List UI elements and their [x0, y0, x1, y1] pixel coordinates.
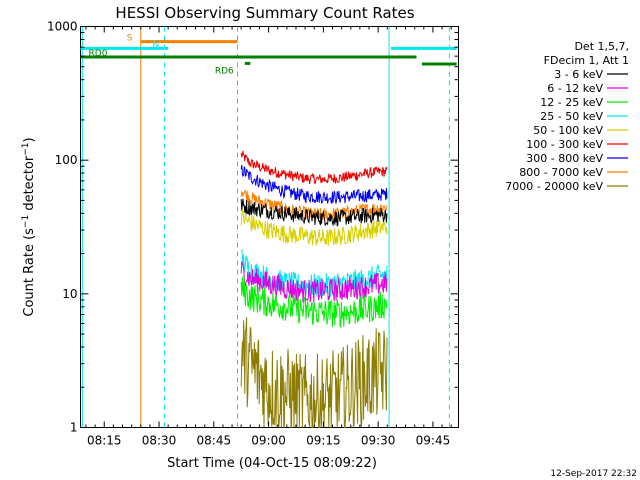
y-axis-label-sup-1: −1 [21, 215, 31, 228]
x-tick-label: 09:30 [361, 434, 396, 448]
axis-ticks: 08:15 08:30 08:45 09:00 09:15 09:30 09:45 1 10 10… [47, 20, 459, 448]
y-axis-label-end: ) [22, 137, 37, 142]
legend-entry-label: 3 - 6 keV [554, 68, 603, 81]
y-tick-label: 1000 [47, 20, 78, 34]
x-tick-label: 09:15 [306, 434, 341, 448]
legend-entry-label: 100 - 300 keV [526, 138, 603, 151]
generated-timestamp: 12-Sep-2017 22:32 [550, 469, 637, 479]
legend-header: FDecim 1, Att 1 [544, 54, 629, 67]
flag-label: S [127, 34, 133, 44]
series-line [240, 150, 388, 185]
plot-frame [80, 26, 459, 428]
flag-label: RD6 [215, 66, 234, 76]
legend-entry-label: 7000 - 20000 keV [505, 180, 603, 193]
legend-entry-label: 800 - 7000 keV [519, 166, 603, 179]
legend-header: Det 1,5,7, [574, 40, 629, 53]
y-axis-label: Count Rate (s−1 detector−1) [21, 137, 37, 316]
x-tick-label: 08:30 [142, 434, 177, 448]
x-tick-label: 09:45 [416, 434, 451, 448]
series-lines [240, 150, 388, 429]
series-line [240, 164, 388, 205]
series-line [240, 261, 388, 303]
flag-bars: S N RD0 RD6 [80, 34, 457, 76]
legend-entry-label: 6 - 12 keV [547, 82, 603, 95]
series-line [240, 276, 388, 329]
flag-label: RD0 [89, 49, 108, 59]
x-axis-label: Start Time (04-Oct-15 08:09:22) [167, 456, 377, 471]
legend-entry-label: 12 - 25 keV [540, 96, 603, 109]
y-tick-label: 10 [62, 287, 77, 301]
chart-title: HESSI Observing Summary Count Rates [115, 4, 414, 22]
y-axis-label-main: Count Rate (s [22, 228, 37, 317]
x-tick-label: 08:15 [87, 434, 122, 448]
series-line [240, 317, 388, 429]
y-tick-label: 100 [55, 153, 78, 167]
flag-label: N [153, 40, 160, 50]
y-axis-label-mid: detector [22, 155, 37, 215]
series-line [240, 209, 388, 246]
x-tick-label: 09:00 [251, 434, 286, 448]
x-tick-label: 08:45 [197, 434, 232, 448]
series-line [240, 249, 388, 298]
legend-entry-label: 300 - 800 keV [526, 152, 603, 165]
legend-entry-label: 25 - 50 keV [540, 110, 603, 123]
y-tick-label: 1 [70, 421, 78, 435]
y-axis-label-sup-2: −1 [21, 142, 31, 155]
series-line [240, 198, 388, 227]
vertical-marker-lines [81, 26, 450, 428]
legend-entry-label: 50 - 100 keV [533, 124, 603, 137]
